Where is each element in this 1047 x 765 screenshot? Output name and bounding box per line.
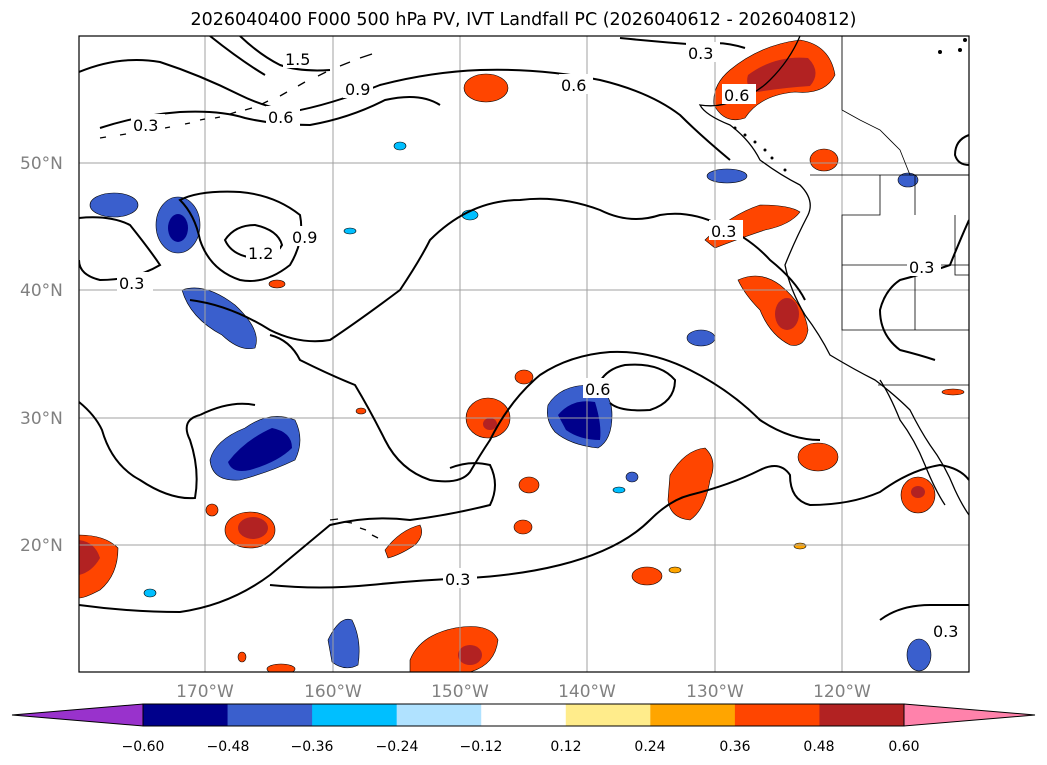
colorbar-tick-label: −0.12 (460, 739, 503, 755)
lat-label: 20°N (20, 536, 63, 556)
contour-label: 0.3 (688, 44, 713, 63)
neg-blob (612, 486, 626, 494)
lon-label: 130°W (686, 682, 744, 702)
country-borders (810, 36, 969, 386)
colorbar-tick-label: 0.24 (634, 739, 665, 755)
neg-blob (327, 618, 360, 669)
lon-label: 170°W (176, 682, 234, 702)
map-area (79, 36, 969, 672)
contour-label: 0.9 (292, 228, 317, 247)
pos-blob (797, 442, 839, 472)
colorbar-tick-label: 0.36 (719, 739, 750, 755)
colorbar-min-extension (11, 703, 144, 727)
lon-label: 160°W (304, 682, 362, 702)
colorbar-segment (143, 704, 229, 726)
colorbar-tick-label: 0.48 (803, 739, 834, 755)
coastal-islands (733, 38, 967, 172)
contour-label: 0.3 (933, 622, 958, 641)
latitude-labels: 50°N 40°N 30°N 20°N (20, 154, 63, 556)
colorbar-tick-label: −0.60 (122, 739, 165, 755)
contour-label: 0.3 (133, 116, 158, 135)
colorbar-segment (481, 704, 567, 726)
contour-label: 1.2 (248, 244, 273, 263)
pos-blob (518, 476, 540, 494)
lon-label: 120°W (813, 682, 871, 702)
neg-blob (89, 192, 139, 218)
contour-label: 0.9 (345, 80, 370, 99)
pos-blob (941, 388, 965, 396)
positive-anomaly-regions (79, 39, 965, 672)
lon-label: 150°W (431, 682, 489, 702)
pos-blob (809, 148, 839, 172)
contour-label: 0.6 (585, 380, 610, 399)
colorbar-tick-label: 0.60 (888, 739, 919, 755)
pos-blob (384, 524, 422, 559)
neg-blob (393, 141, 407, 151)
colorbar-segment (819, 704, 905, 726)
lat-label: 30°N (20, 409, 63, 429)
baja-california (879, 379, 946, 506)
colorbar-tick-label: −0.36 (291, 739, 334, 755)
pos-blob (355, 407, 367, 415)
pos-blob (266, 663, 296, 672)
pos-blob (631, 566, 663, 586)
neg-blob (143, 588, 157, 598)
pos-blob (463, 73, 509, 103)
lon-label: 140°W (558, 682, 616, 702)
gridlines (79, 36, 969, 672)
contour-label: 0.3 (909, 258, 934, 277)
contour-label: 0.3 (445, 570, 470, 589)
colorbar-tick-label: −0.24 (376, 739, 419, 755)
longitude-labels: 170°W 160°W 150°W 140°W 130°W 120°W (176, 682, 871, 702)
colorbar-segments (143, 704, 905, 726)
pos-blob (268, 279, 286, 289)
colorbar-max-extension (903, 703, 1036, 727)
north-america-coast (698, 36, 969, 516)
neg-blob (343, 227, 357, 235)
pos-blob (513, 519, 533, 535)
contour-labels: 1.5 0.9 0.6 0.3 0.3 0.6 0.6 0.9 1.2 0.3 … (117, 42, 967, 641)
neg-blob (625, 471, 639, 483)
figure-title: 2026040400 F000 500 hPa PV, IVT Landfall… (190, 10, 857, 30)
pos-blob (668, 566, 682, 574)
colorbar-segment (396, 704, 482, 726)
pos-blob (237, 651, 247, 663)
colorbar-segment (734, 704, 820, 726)
neg-blob (686, 329, 716, 347)
colorbar: −0.60 −0.48 −0.36 −0.24 −0.12 0.12 0.24 … (11, 703, 1036, 755)
lat-label: 40°N (20, 281, 63, 301)
map-frame (78, 35, 970, 673)
pos-blob (205, 503, 219, 517)
colorbar-segment (650, 704, 736, 726)
colorbar-ticks: −0.60 −0.48 −0.36 −0.24 −0.12 0.12 0.24 … (122, 739, 920, 755)
contour-label: 0.6 (561, 76, 586, 95)
colorbar-segment (227, 704, 313, 726)
contour-label: 1.5 (285, 50, 310, 69)
colorbar-segment (565, 704, 651, 726)
lat-label: 50°N (20, 154, 63, 174)
pos-blob (793, 542, 807, 550)
coastlines (99, 36, 969, 539)
colorbar-segment (312, 704, 398, 726)
colorbar-tick-label: 0.12 (550, 739, 581, 755)
neg-blob (897, 172, 919, 188)
pos-blob (667, 447, 714, 521)
neg-blob (906, 638, 932, 672)
contour-label: 0.3 (119, 274, 144, 293)
hawaii (329, 518, 379, 539)
pos-blob (514, 369, 534, 385)
contour-label: 0.3 (711, 222, 736, 241)
colorbar-frame (142, 703, 905, 727)
colorbar-tick-label: −0.48 (207, 739, 250, 755)
contour-label: 0.6 (724, 86, 749, 105)
neg-blob (706, 168, 748, 184)
aleutian-islands (99, 53, 373, 139)
contour-label: 0.6 (268, 108, 293, 127)
